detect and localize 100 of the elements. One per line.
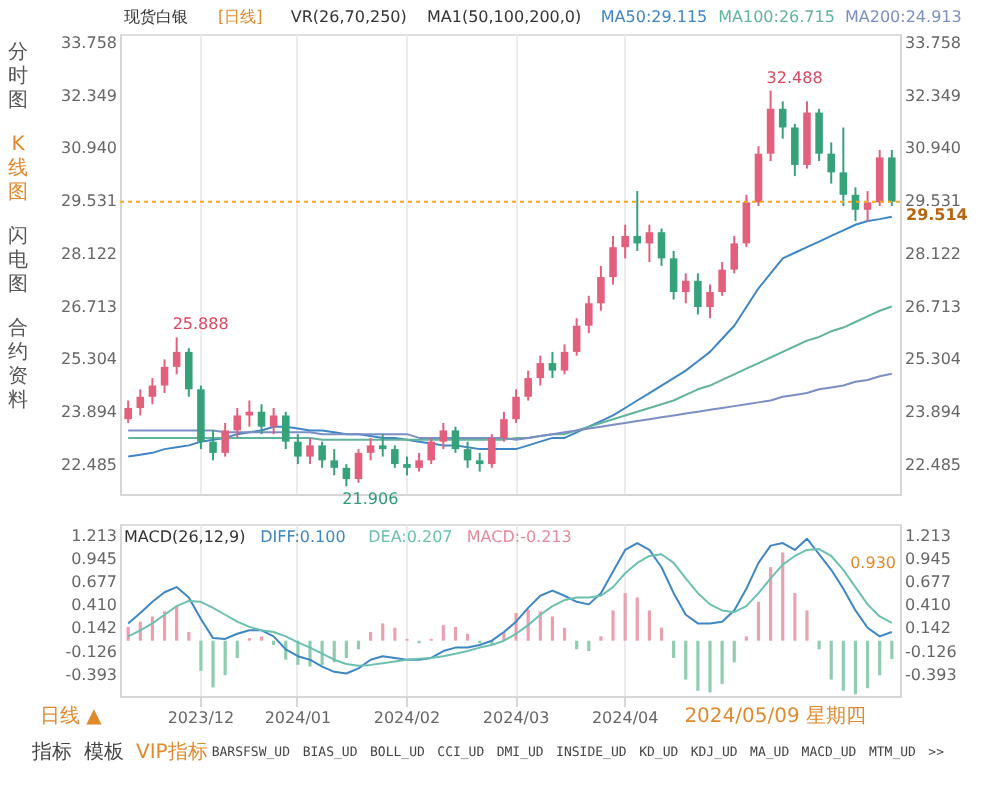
x-tick-label: 2024/03 bbox=[482, 709, 550, 727]
candlestick bbox=[827, 141, 835, 185]
candlestick bbox=[318, 440, 326, 469]
candlestick bbox=[148, 377, 157, 406]
annotation: 21.906 bbox=[342, 490, 399, 509]
candlestick bbox=[378, 433, 387, 458]
candlestick bbox=[791, 122, 799, 178]
y-tick-label: -0.126 bbox=[65, 642, 117, 661]
y-tick-label: 29.531 bbox=[61, 192, 117, 211]
y2-tick-label: -0.126 bbox=[905, 642, 957, 661]
candlestick bbox=[863, 190, 872, 222]
text: K线图 bbox=[8, 134, 28, 204]
text: MACD:-0.213 bbox=[466, 528, 572, 546]
y-tick-label: 23.894 bbox=[61, 402, 117, 421]
candlestick bbox=[233, 406, 242, 439]
candlestick bbox=[778, 100, 787, 140]
candlestick bbox=[185, 347, 193, 398]
y2-tick-label: 23.894 bbox=[905, 402, 961, 421]
y2-tick-label: 25.304 bbox=[905, 350, 961, 369]
y2-tick-label: 32.349 bbox=[905, 86, 961, 105]
candlestick bbox=[815, 107, 823, 163]
y-tick-label: 0.677 bbox=[71, 573, 117, 592]
y2-tick-label: -0.393 bbox=[905, 665, 957, 684]
text: DIFF:0.100 bbox=[260, 528, 346, 546]
candlestick bbox=[536, 354, 545, 387]
y-tick-label: 22.485 bbox=[61, 455, 117, 474]
text: 指标 bbox=[30, 740, 72, 764]
text: [日线] bbox=[218, 8, 263, 26]
candlestick bbox=[609, 234, 617, 286]
candlestick bbox=[415, 451, 423, 473]
y-tick-label: 1.213 bbox=[71, 526, 117, 545]
y-tick-label: 0.410 bbox=[71, 596, 117, 615]
candlestick bbox=[306, 436, 314, 466]
candlestick bbox=[694, 272, 702, 316]
x-tick-label: 2024/02 bbox=[373, 709, 441, 727]
text: VR(26,70,250) bbox=[290, 8, 407, 26]
candlestick bbox=[524, 369, 532, 402]
annotation: 32.488 bbox=[766, 68, 823, 87]
candlestick bbox=[718, 261, 726, 297]
candlestick bbox=[391, 444, 399, 469]
candlestick bbox=[124, 399, 132, 424]
y2-tick-label: 33.758 bbox=[905, 34, 961, 53]
candlestick bbox=[354, 448, 363, 484]
candlestick bbox=[451, 425, 460, 454]
x-tick-label: 2024/04 bbox=[591, 709, 659, 727]
candlestick bbox=[669, 249, 678, 301]
candlestick bbox=[488, 433, 496, 469]
candlestick bbox=[548, 350, 557, 380]
candlestick bbox=[463, 440, 472, 469]
candlestick bbox=[560, 343, 569, 376]
text: 分时图 bbox=[8, 40, 28, 112]
y2-tick-label: 29.531 bbox=[905, 192, 961, 211]
candlestick bbox=[269, 406, 278, 436]
text: 合约资料 bbox=[8, 316, 28, 412]
y2-tick-label: 0.410 bbox=[905, 596, 951, 615]
candlestick bbox=[294, 433, 302, 466]
candlestick bbox=[572, 317, 581, 357]
x-tick-label: 2023/12 bbox=[167, 709, 235, 727]
candlestick bbox=[766, 89, 775, 163]
candlestick bbox=[500, 410, 508, 443]
candlestick bbox=[342, 463, 351, 488]
candlestick bbox=[633, 190, 642, 252]
line-series bbox=[127, 215, 893, 458]
y2-tick-label: 22.485 bbox=[905, 455, 961, 474]
legend-title: MACD(26,12,9) bbox=[124, 528, 246, 546]
candlestick bbox=[730, 234, 739, 275]
y2-tick-label: 30.940 bbox=[905, 139, 961, 158]
candlestick bbox=[875, 148, 884, 208]
candlestick bbox=[839, 126, 848, 208]
candlestick bbox=[136, 388, 145, 417]
candlestick bbox=[888, 148, 896, 208]
y-tick-label: 0.945 bbox=[71, 550, 117, 569]
candlestick bbox=[585, 294, 593, 335]
candlestick bbox=[742, 193, 751, 249]
candlestick bbox=[657, 227, 666, 267]
candlestick bbox=[427, 436, 435, 466]
text: 闪电图 bbox=[8, 224, 28, 296]
y2-tick-label: 0.677 bbox=[905, 573, 951, 592]
text: DEA:0.207 bbox=[368, 528, 453, 546]
candlestick bbox=[512, 388, 520, 424]
y-tick-label: 33.758 bbox=[61, 34, 117, 53]
y-tick-label: -0.393 bbox=[65, 665, 117, 684]
text: MA1(50,100,200,0) bbox=[427, 8, 582, 26]
candlestick bbox=[621, 223, 629, 260]
candlestick bbox=[597, 264, 605, 312]
text: 模板 bbox=[84, 740, 124, 764]
candlestick bbox=[645, 223, 654, 264]
y2-tick-label: 0.945 bbox=[905, 550, 951, 569]
candlestick bbox=[681, 272, 690, 305]
annotation: 0.930 bbox=[850, 553, 896, 572]
text: VIP指标 bbox=[136, 740, 208, 764]
text: 现货白银 bbox=[124, 8, 188, 26]
y-tick-label: 0.142 bbox=[71, 619, 117, 638]
text: MA100:26.715 bbox=[718, 8, 835, 26]
y2-tick-label: 26.713 bbox=[905, 297, 961, 316]
y-tick-label: 32.349 bbox=[61, 86, 117, 105]
text: MA50:29.115 bbox=[600, 8, 708, 26]
candlestick bbox=[281, 410, 290, 451]
y-tick-label: 30.940 bbox=[61, 139, 117, 158]
candlestick bbox=[221, 421, 229, 458]
